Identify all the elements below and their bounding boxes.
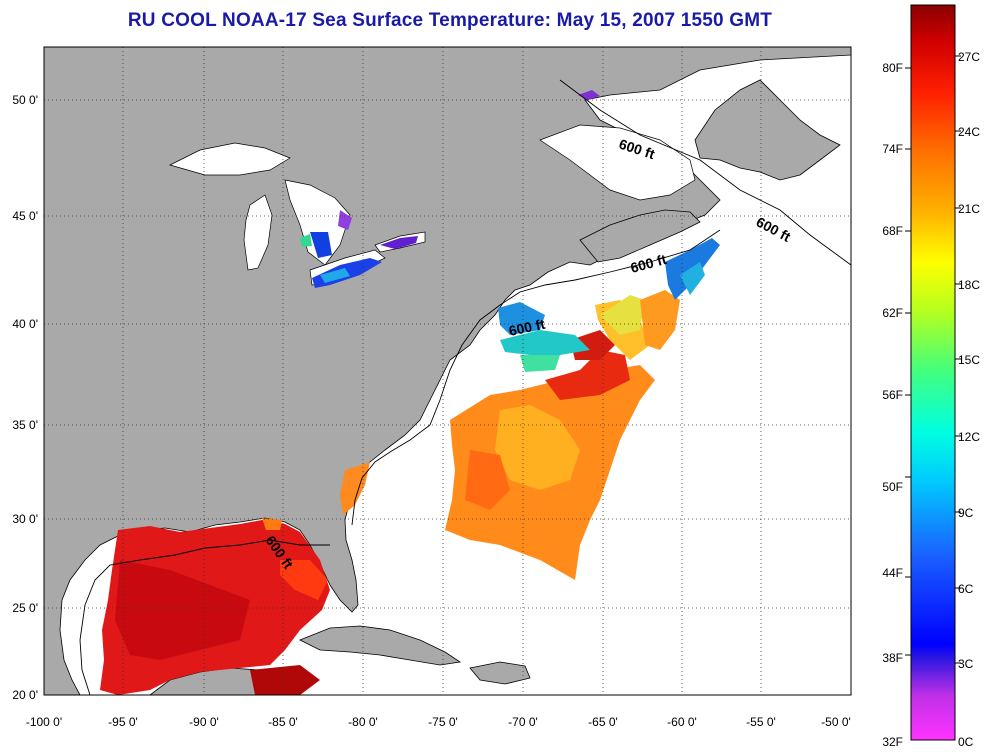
lon-tick-label: -95 0' bbox=[108, 715, 138, 729]
lat-tick-label: 45 0' bbox=[12, 209, 38, 223]
lat-tick-label: 35 0' bbox=[12, 418, 38, 432]
longitude-axis: -100 0' -95 0' -90 0' -85 0' -80 0' -75 … bbox=[26, 715, 851, 729]
lon-tick-label: -55 0' bbox=[746, 715, 776, 729]
lat-tick-label: 40 0' bbox=[12, 317, 38, 331]
lon-tick-label: -60 0' bbox=[667, 715, 697, 729]
gulf-st-lawrence bbox=[539, 124, 696, 201]
newfoundland-land bbox=[694, 79, 841, 181]
lon-tick-label: -90 0' bbox=[189, 715, 219, 729]
lat-tick-label: 25 0' bbox=[12, 601, 38, 615]
lon-tick-label: -75 0' bbox=[428, 715, 458, 729]
contour-600ft-line bbox=[79, 79, 852, 696]
lon-tick-label: -85 0' bbox=[268, 715, 298, 729]
hispaniola-land bbox=[469, 661, 531, 685]
nova-scotia-land bbox=[579, 209, 701, 263]
sst-data bbox=[100, 90, 720, 695]
cuba-land bbox=[299, 625, 462, 666]
lon-tick-label: -70 0' bbox=[508, 715, 538, 729]
map-frame bbox=[43, 46, 852, 696]
lat-tick-label: 30 0' bbox=[12, 512, 38, 526]
contour-label: 600 ft bbox=[507, 316, 546, 339]
map-title: RU COOL NOAA-17 Sea Surface Temperature:… bbox=[127, 10, 773, 31]
lat-tick-label: 20 0' bbox=[12, 688, 38, 702]
lat-tick-label: 50 0' bbox=[12, 93, 38, 107]
lon-tick-label: -100 0' bbox=[26, 715, 62, 729]
lon-tick-label: -50 0' bbox=[821, 715, 851, 729]
lon-tick-label: -80 0' bbox=[348, 715, 378, 729]
grid-lines bbox=[44, 47, 851, 695]
latitude-axis: 50 0' 45 0' 40 0' 35 0' 30 0' 25 0' 20 0… bbox=[12, 93, 38, 702]
lon-tick-label: -65 0' bbox=[588, 715, 618, 729]
